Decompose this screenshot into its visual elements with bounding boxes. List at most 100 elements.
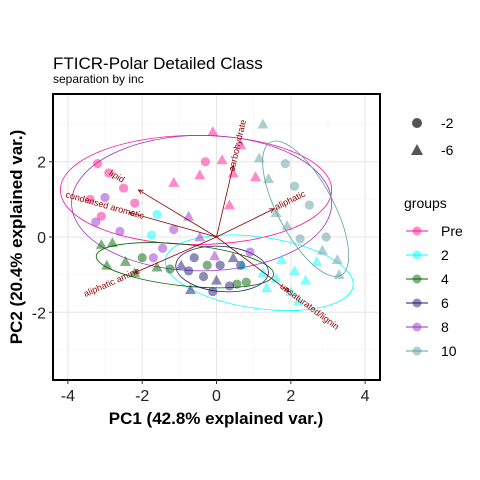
legend: -2 -6 groups Pre 2 4 6 8 10 [404,115,463,359]
loading-arrow-aliphatic [216,208,275,238]
point-triangle-group-10 [263,173,275,184]
loading-arrow-condensed-aromatic [129,212,217,238]
point-circle-group-pre [96,211,106,221]
point-triangle-group-2 [300,274,312,285]
loading-arrowhead-unsaturated-lignin [283,286,290,293]
point-triangle-group-10 [316,244,328,255]
legend-group-label: 6 [441,295,449,311]
point-circle-group-4 [241,277,251,287]
point-circle-group-pre [200,157,210,167]
point-triangle-group-4 [106,237,118,248]
point-triangle-group-4 [101,259,113,270]
legend-shape-label: -2 [441,115,454,131]
point-triangle-group-4 [119,255,131,266]
legend-shape-circle [412,118,422,128]
legend-shape-label: -6 [441,142,454,158]
point-triangle-group-8 [209,250,221,261]
point-triangle-group-2 [285,286,297,296]
point-circle-group-4 [165,264,175,274]
loading-arrowhead-carbohydrate [229,164,235,171]
point-triangle-group-6 [211,274,222,285]
point-triangle-group-6 [175,259,187,270]
point-circle-group-6 [189,253,199,263]
point-triangle-group-pre [250,171,262,182]
legend-group-label: Pre [441,223,463,239]
data-points [85,118,345,306]
legend-group-label: 4 [441,271,449,287]
point-triangle-group-10 [281,220,293,231]
point-triangle-group-pre [207,126,219,137]
legend-group-swatch [412,346,422,356]
chart-title: FTICR-Polar Detailed Class [53,54,263,73]
x-tick-label: 0 [212,388,221,405]
point-triangle-group-4 [151,261,163,272]
point-circle-group-4 [232,279,242,289]
point-circle-group-6 [215,260,225,270]
legend-group-swatch [412,274,422,284]
point-triangle-group-2 [270,272,282,283]
point-circle-group-10 [295,234,305,244]
point-circle-group-2 [146,230,157,240]
legend-group-label: 2 [441,247,449,263]
point-circle-group-8 [245,247,255,257]
loading-arrow-carbohydrate [216,165,234,238]
legend-group-swatch [412,250,422,260]
axis-ticks: -4 -2 0 2 4 -2 0 2 [32,155,370,405]
point-triangle-group-pre [227,167,239,178]
point-triangle-group-pre [235,139,247,150]
point-circle-group-10 [304,200,314,210]
point-circle-group-10 [289,181,300,191]
x-tick-label: -2 [135,388,149,405]
point-triangle-group-10 [257,118,269,129]
x-tick-label: 2 [286,388,295,405]
y-tick-label: 2 [37,155,46,172]
point-circle-group-pre [104,168,114,178]
point-circle-group-pre [130,198,140,208]
point-triangle-group-2 [276,254,288,264]
grid [53,94,380,380]
y-axis-title: PC2 (20.4% explained var.) [7,130,26,345]
loading-arrow-unsaturated-lignin [216,236,290,292]
point-triangle-group-2 [292,295,304,306]
legend-group-swatch [412,322,422,332]
loading-arrowhead-aliphatic-amine [133,268,140,274]
ellipse-group-6 [175,245,269,293]
point-triangle-group-8 [194,231,206,242]
ellipse-group-4 [95,242,275,289]
legend-shape-triangle [411,144,423,155]
legend-group-swatch [412,226,422,236]
point-circle-group-6 [236,260,246,270]
y-tick-label: 0 [37,230,46,247]
point-circle-group-pre [119,183,129,193]
point-circle-group-4 [137,253,147,263]
legend-group-label: 8 [441,319,449,335]
point-circle-group-8 [169,224,179,235]
point-triangle-group-2 [261,282,273,293]
point-circle-group-4 [202,260,212,270]
x-tick-label: -4 [61,388,75,405]
point-circle-group-pre [85,194,95,204]
point-triangle-group-pre [216,154,228,165]
point-triangle-group-10 [270,207,282,217]
point-triangle-group-pre [224,199,236,210]
point-circle-group-pre [92,159,103,169]
point-triangle-group-2 [311,255,323,266]
point-triangle-group-6 [227,252,239,263]
point-triangle-group-10 [333,269,345,280]
ellipse-group-8 [71,134,333,272]
point-triangle-group-pre [168,176,180,187]
x-tick-label: 4 [361,388,370,405]
y-tick-label: -2 [32,305,46,322]
point-triangle-group-4 [95,239,107,249]
point-triangle-group-6 [184,284,196,295]
point-circle-group-10 [321,232,331,242]
loading-arrow-lipid [138,189,217,238]
group-ellipses [60,134,354,311]
chart-subtitle: separation by inc [53,72,144,86]
point-circle-group-8 [158,243,168,253]
point-triangle-group-10 [331,254,343,264]
loading-arrowhead-lipid [137,189,144,195]
point-circle-group-6 [208,286,218,297]
point-circle-group-6 [184,266,194,276]
